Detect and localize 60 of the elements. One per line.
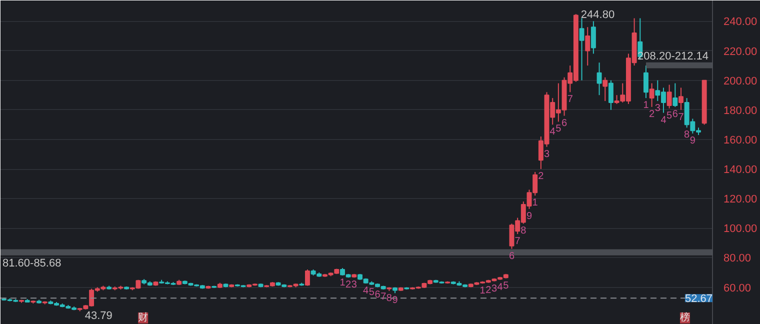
candlestick bbox=[596, 62, 602, 96]
text: 4 bbox=[550, 126, 556, 138]
text: 6 bbox=[508, 250, 515, 262]
text: 5 bbox=[503, 280, 509, 292]
text: 9 bbox=[690, 136, 696, 147]
candlestick bbox=[643, 65, 648, 99]
text: 7 bbox=[514, 236, 520, 248]
candlestick bbox=[590, 20, 596, 54]
candlestick bbox=[672, 82, 678, 108]
y-tick-label: 120.00 bbox=[724, 194, 758, 206]
text: 9 bbox=[392, 295, 398, 306]
candlestick bbox=[579, 18, 584, 81]
candlestick bbox=[649, 82, 654, 108]
annotation: 43.79 bbox=[84, 310, 112, 322]
annotation: 244.80 bbox=[580, 9, 615, 22]
text: 8 bbox=[520, 226, 526, 237]
y-tick-label: 240.00 bbox=[724, 16, 758, 28]
text: 8 bbox=[386, 292, 392, 304]
candlestick bbox=[585, 26, 590, 66]
candlestick bbox=[602, 76, 608, 102]
band-label: 81.60-85.68 bbox=[2, 257, 62, 270]
text: 1 bbox=[643, 100, 649, 112]
y-tick-label: 180.00 bbox=[724, 104, 758, 117]
annotation: 榜 bbox=[680, 312, 690, 324]
y-tick-label: 80.00 bbox=[724, 252, 752, 265]
text: 2 bbox=[649, 108, 655, 120]
y-tick-label: 140.00 bbox=[724, 164, 758, 176]
candlestick bbox=[666, 84, 672, 109]
text: 9 bbox=[526, 210, 532, 222]
text: 4 bbox=[497, 282, 503, 293]
text: 1 bbox=[532, 198, 538, 209]
text: 2 bbox=[346, 280, 352, 291]
text: 2 bbox=[486, 284, 492, 296]
candlestick bbox=[304, 269, 310, 286]
text: 4 bbox=[363, 286, 369, 297]
text: 1 bbox=[480, 286, 486, 297]
text: 3 bbox=[491, 283, 498, 294]
y-tick-label: 220.00 bbox=[724, 46, 758, 58]
annotation: 财 bbox=[138, 312, 148, 324]
text: 3 bbox=[351, 280, 357, 291]
text: 2 bbox=[538, 171, 544, 182]
text: 4 bbox=[660, 114, 666, 126]
text: 7 bbox=[567, 94, 573, 106]
text: 3 bbox=[654, 103, 660, 114]
candlestick bbox=[608, 80, 614, 110]
text: 6 bbox=[374, 289, 380, 300]
text: 8 bbox=[684, 130, 690, 141]
text: 1 bbox=[340, 277, 346, 288]
text: 3 bbox=[544, 148, 550, 160]
y-tick-label: 160.00 bbox=[724, 134, 758, 146]
text: 5 bbox=[666, 110, 672, 122]
text: 5 bbox=[556, 124, 562, 135]
y-tick-label: 60.00 bbox=[724, 282, 752, 294]
candlestick bbox=[678, 87, 684, 110]
text: 6 bbox=[672, 108, 678, 120]
text: 5 bbox=[368, 287, 374, 298]
y-tick-label: 200.00 bbox=[724, 75, 758, 88]
y-tick-label: 100.00 bbox=[724, 223, 758, 236]
text: 6 bbox=[561, 118, 568, 129]
text: 7 bbox=[678, 112, 684, 123]
